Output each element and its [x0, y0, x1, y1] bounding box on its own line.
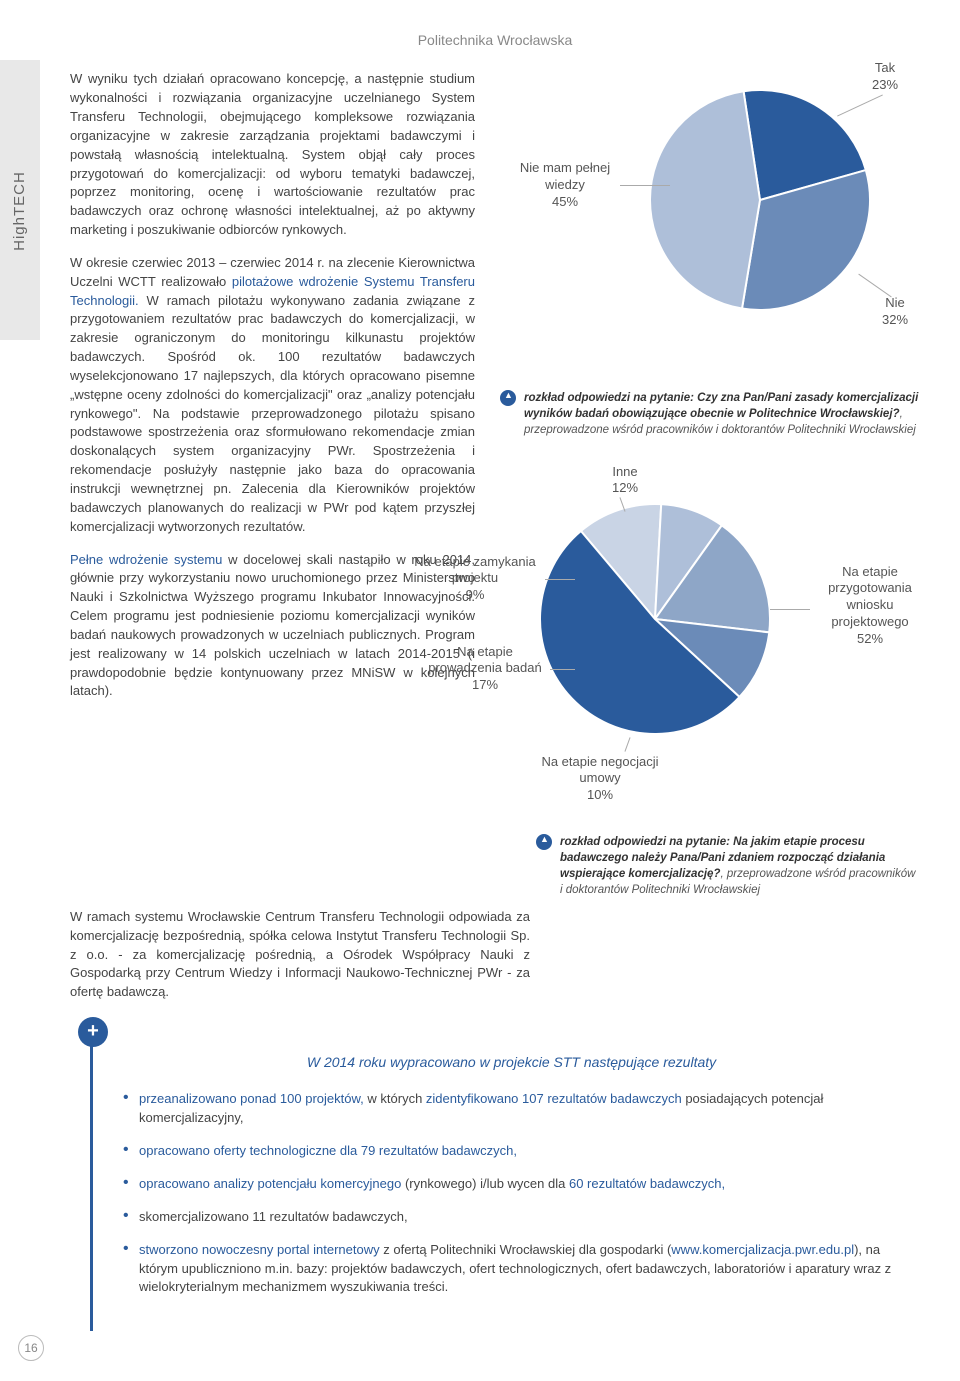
side-tab-label: HighTECH — [9, 151, 31, 251]
results-list: przeanalizowano ponad 100 projektów, w k… — [123, 1090, 900, 1297]
left-column: W wyniku tych działań opracowano koncepc… — [70, 70, 475, 898]
chart2-label-prowadzenia: Na etapieprowadzenia badań17% — [410, 644, 560, 695]
side-tab: HighTECH — [0, 60, 40, 340]
plus-icon: + — [78, 1017, 108, 1047]
chart1-label-tak: Tak 23% — [855, 60, 915, 94]
result-item: opracowano analizy potencjału komercyjne… — [123, 1175, 900, 1194]
chart2-label-zamykania: Na etapie zamykaniaprojektu9% — [400, 554, 550, 605]
chart2-caption: rozkład odpowiedzi na pytanie: Na jakim … — [560, 834, 920, 898]
para-1: W wyniku tych działań opracowano koncepc… — [70, 70, 475, 240]
right-column: Nie mam pełnej wiedzy 45% Tak 23% Nie 32… — [500, 70, 920, 898]
chart2-label-inne: Inne12% — [585, 464, 665, 498]
para-4: W ramach systemu Wrocławskie Centrum Tra… — [70, 908, 530, 1002]
page-number: 16 — [18, 1335, 44, 1361]
chart2-label-negocjacji: Na etapie negocjacjiumowy10% — [520, 754, 680, 805]
results-box: + W 2014 roku wypracowano w projekcie ST… — [90, 1032, 920, 1331]
para-2: W okresie czerwiec 2013 – czerwiec 2014 … — [70, 254, 475, 537]
result-item: stworzono nowoczesny portal internetowy … — [123, 1241, 900, 1298]
results-title: W 2014 roku wypracowano w projekcie STT … — [123, 1052, 900, 1072]
page-header: Politechnika Wrocławska — [70, 30, 920, 50]
chart1-label-nowiedzy: Nie mam pełnej wiedzy 45% — [500, 160, 630, 211]
chart2-label-przygotowania: Na etapieprzygotowaniawnioskuprojektoweg… — [810, 564, 930, 648]
result-item: przeanalizowano ponad 100 projektów, w k… — [123, 1090, 900, 1128]
chart1-caption: rozkład odpowiedzi na pytanie: Czy zna P… — [524, 390, 920, 438]
result-item: skomercjalizowano 11 rezultatów badawczy… — [123, 1208, 900, 1227]
chart1-label-nie: Nie 32% — [865, 295, 925, 329]
chart-1: Nie mam pełnej wiedzy 45% Tak 23% Nie 32… — [500, 70, 920, 370]
chart-2: Inne12% Na etapie zamykaniaprojektu9% Na… — [440, 464, 920, 814]
result-item: opracowano oferty technologiczne dla 79 … — [123, 1142, 900, 1161]
